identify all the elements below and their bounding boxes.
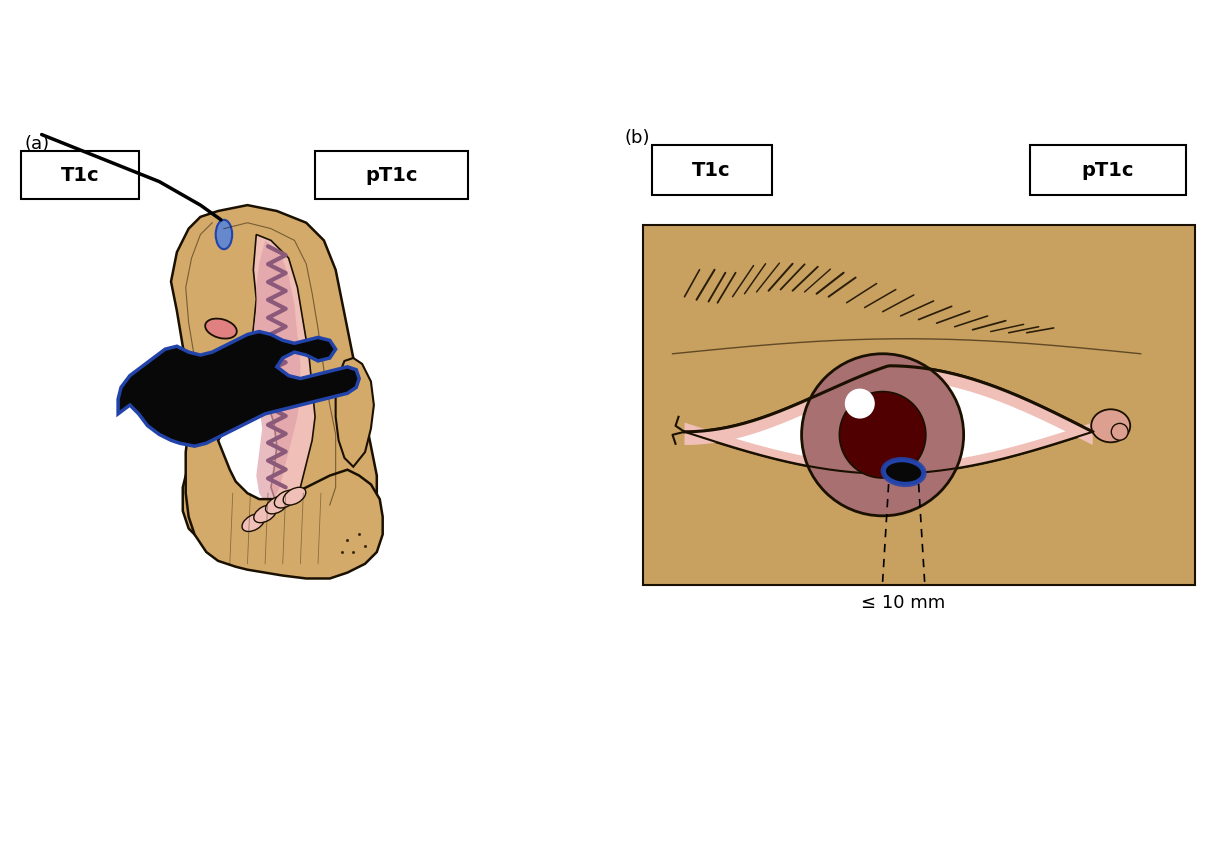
Polygon shape [186,411,382,578]
Polygon shape [118,332,359,446]
FancyBboxPatch shape [21,151,138,200]
Ellipse shape [1091,409,1131,442]
Circle shape [801,354,964,516]
Ellipse shape [205,318,236,338]
Ellipse shape [202,360,234,380]
Polygon shape [685,365,1093,474]
Polygon shape [250,240,300,502]
Text: ≤ 10 mm: ≤ 10 mm [861,594,946,612]
Polygon shape [685,423,1093,474]
Ellipse shape [884,461,924,483]
Ellipse shape [216,220,233,249]
Circle shape [845,388,875,418]
FancyBboxPatch shape [1030,146,1186,195]
Text: T1c: T1c [692,161,731,179]
FancyBboxPatch shape [643,225,1194,585]
Ellipse shape [283,488,306,505]
Ellipse shape [266,496,288,514]
Text: pT1c: pT1c [365,166,418,184]
FancyBboxPatch shape [315,151,468,200]
Text: (b): (b) [625,129,650,147]
Polygon shape [250,235,315,505]
Circle shape [839,392,926,478]
Polygon shape [172,205,377,552]
Ellipse shape [254,505,277,523]
Ellipse shape [243,514,265,531]
Text: pT1c: pT1c [1082,161,1134,179]
Text: T1c: T1c [60,166,99,184]
FancyBboxPatch shape [652,146,772,195]
Ellipse shape [205,402,238,420]
Ellipse shape [1111,424,1128,440]
Polygon shape [336,358,374,466]
Ellipse shape [274,490,296,508]
Polygon shape [685,365,1093,445]
Text: (a): (a) [24,135,49,152]
